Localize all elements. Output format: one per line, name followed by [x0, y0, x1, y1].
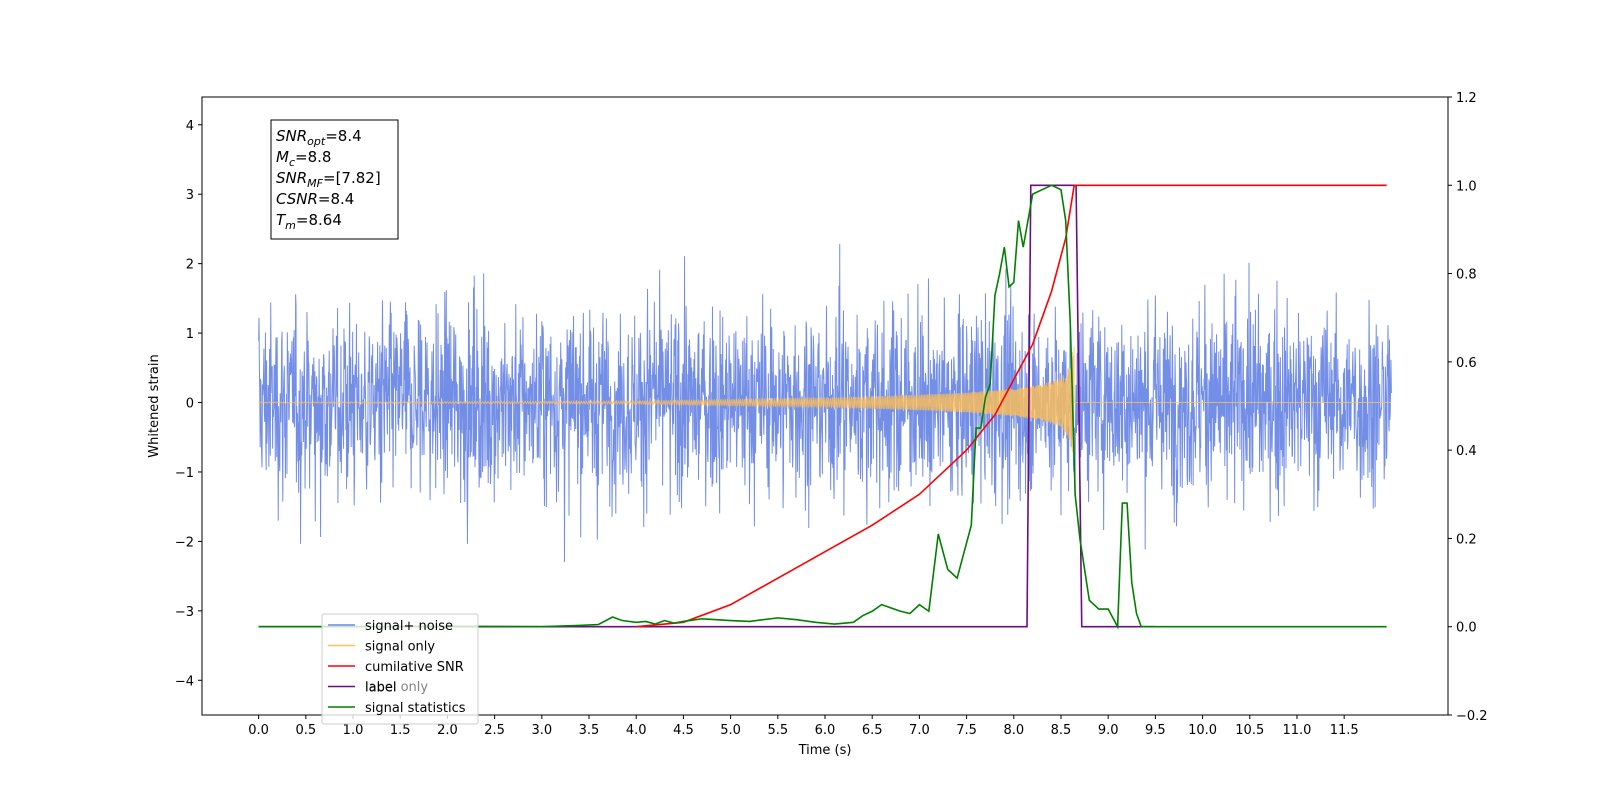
x-tick-label: 4.5 — [673, 723, 694, 738]
legend-item-label: cumilative SNR — [365, 660, 464, 675]
x-tick-label: 8.5 — [1051, 723, 1072, 738]
x-tick-label: 11.5 — [1330, 723, 1359, 738]
right-y-tick-label: 0.2 — [1456, 532, 1477, 547]
x-tick-label: 3.0 — [531, 723, 552, 738]
x-tick-label: 5.0 — [720, 723, 741, 738]
series-signal-noise-line — [258, 244, 1392, 562]
x-tick-label: 3.5 — [579, 723, 600, 738]
x-tick-label: 10.0 — [1188, 723, 1217, 738]
legend-item-label: signal only — [365, 640, 435, 655]
x-tick-label: 2.5 — [484, 723, 505, 738]
annotation-line: SNRMF=[7.82] — [276, 169, 381, 190]
right-y-tick-label: 0.6 — [1456, 356, 1477, 371]
annotation-line: Mc=8.8 — [276, 148, 331, 169]
right-y-tick-label: 1.0 — [1456, 179, 1477, 194]
left-y-tick-label: 3 — [186, 188, 194, 203]
left-y-tick-label: −2 — [175, 535, 194, 550]
axes-layer: 0.0 0.5 1.0 1.5 2.0 2.5 3.0 3.5 4.0 4.5 5.0 5.5 6.0 6… — [175, 91, 1488, 738]
left-y-tick-label: −4 — [175, 674, 194, 689]
legend-ghost-label: label only — [365, 680, 428, 695]
x-tick-label: 6.0 — [815, 723, 836, 738]
plot-layer — [258, 184, 1392, 630]
right-y-tick-label: 0.4 — [1456, 444, 1477, 459]
x-tick-label: 7.0 — [909, 723, 930, 738]
right-y-tick-label: 0.0 — [1456, 621, 1477, 636]
annotation-line: Tm=8.64 — [276, 211, 342, 232]
left-y-tick-label: 1 — [186, 327, 194, 342]
x-axis-label: Time (s) — [798, 743, 852, 758]
annotation-frame — [270, 119, 399, 240]
x-tick-label: 10.5 — [1235, 723, 1264, 738]
x-tick-label: 1.0 — [343, 723, 364, 738]
right-y-tick-label: 0.8 — [1456, 268, 1477, 283]
right-y-tick-label: 1.2 — [1456, 91, 1477, 106]
legend-item-label: signal statistics — [365, 701, 466, 716]
series-signal-statistics-line — [258, 184, 1387, 630]
series-signal-only-line — [258, 346, 1392, 458]
x-tick-label: 7.5 — [956, 723, 977, 738]
x-tick-label: 6.5 — [862, 723, 883, 738]
right-y-tick-label: −0.2 — [1456, 709, 1488, 724]
x-tick-label: 2.0 — [437, 723, 458, 738]
y-axis-label: Whitened strain — [147, 354, 162, 457]
x-tick-label: 4.0 — [626, 723, 647, 738]
legend-item-label: signal+ noise — [365, 619, 453, 634]
x-tick-label: 9.0 — [1098, 723, 1119, 738]
x-tick-label: 9.5 — [1145, 723, 1166, 738]
x-tick-label: 0.0 — [248, 723, 269, 738]
annotation-line: SNRopt=8.4 — [276, 127, 362, 148]
left-y-tick-label: 4 — [186, 119, 194, 134]
legend: label only signal+ noise signal only cumila… — [321, 613, 479, 725]
x-tick-label: 8.0 — [1003, 723, 1024, 738]
left-y-tick-label: −3 — [175, 605, 194, 620]
legend-item-label: label — [365, 681, 396, 696]
x-tick-label: 1.5 — [390, 723, 411, 738]
annotation-line: CSNR=8.4 — [276, 190, 354, 208]
left-y-tick-label: 2 — [186, 258, 194, 273]
legend-frame — [321, 613, 479, 725]
x-tick-label: 5.5 — [767, 723, 788, 738]
left-y-tick-label: −1 — [175, 466, 194, 481]
left-y-tick-label: 0 — [186, 397, 194, 412]
series-cumulative-snr-line — [636, 184, 1387, 628]
x-tick-label: 11.0 — [1282, 723, 1311, 738]
x-tick-label: 0.5 — [295, 723, 316, 738]
